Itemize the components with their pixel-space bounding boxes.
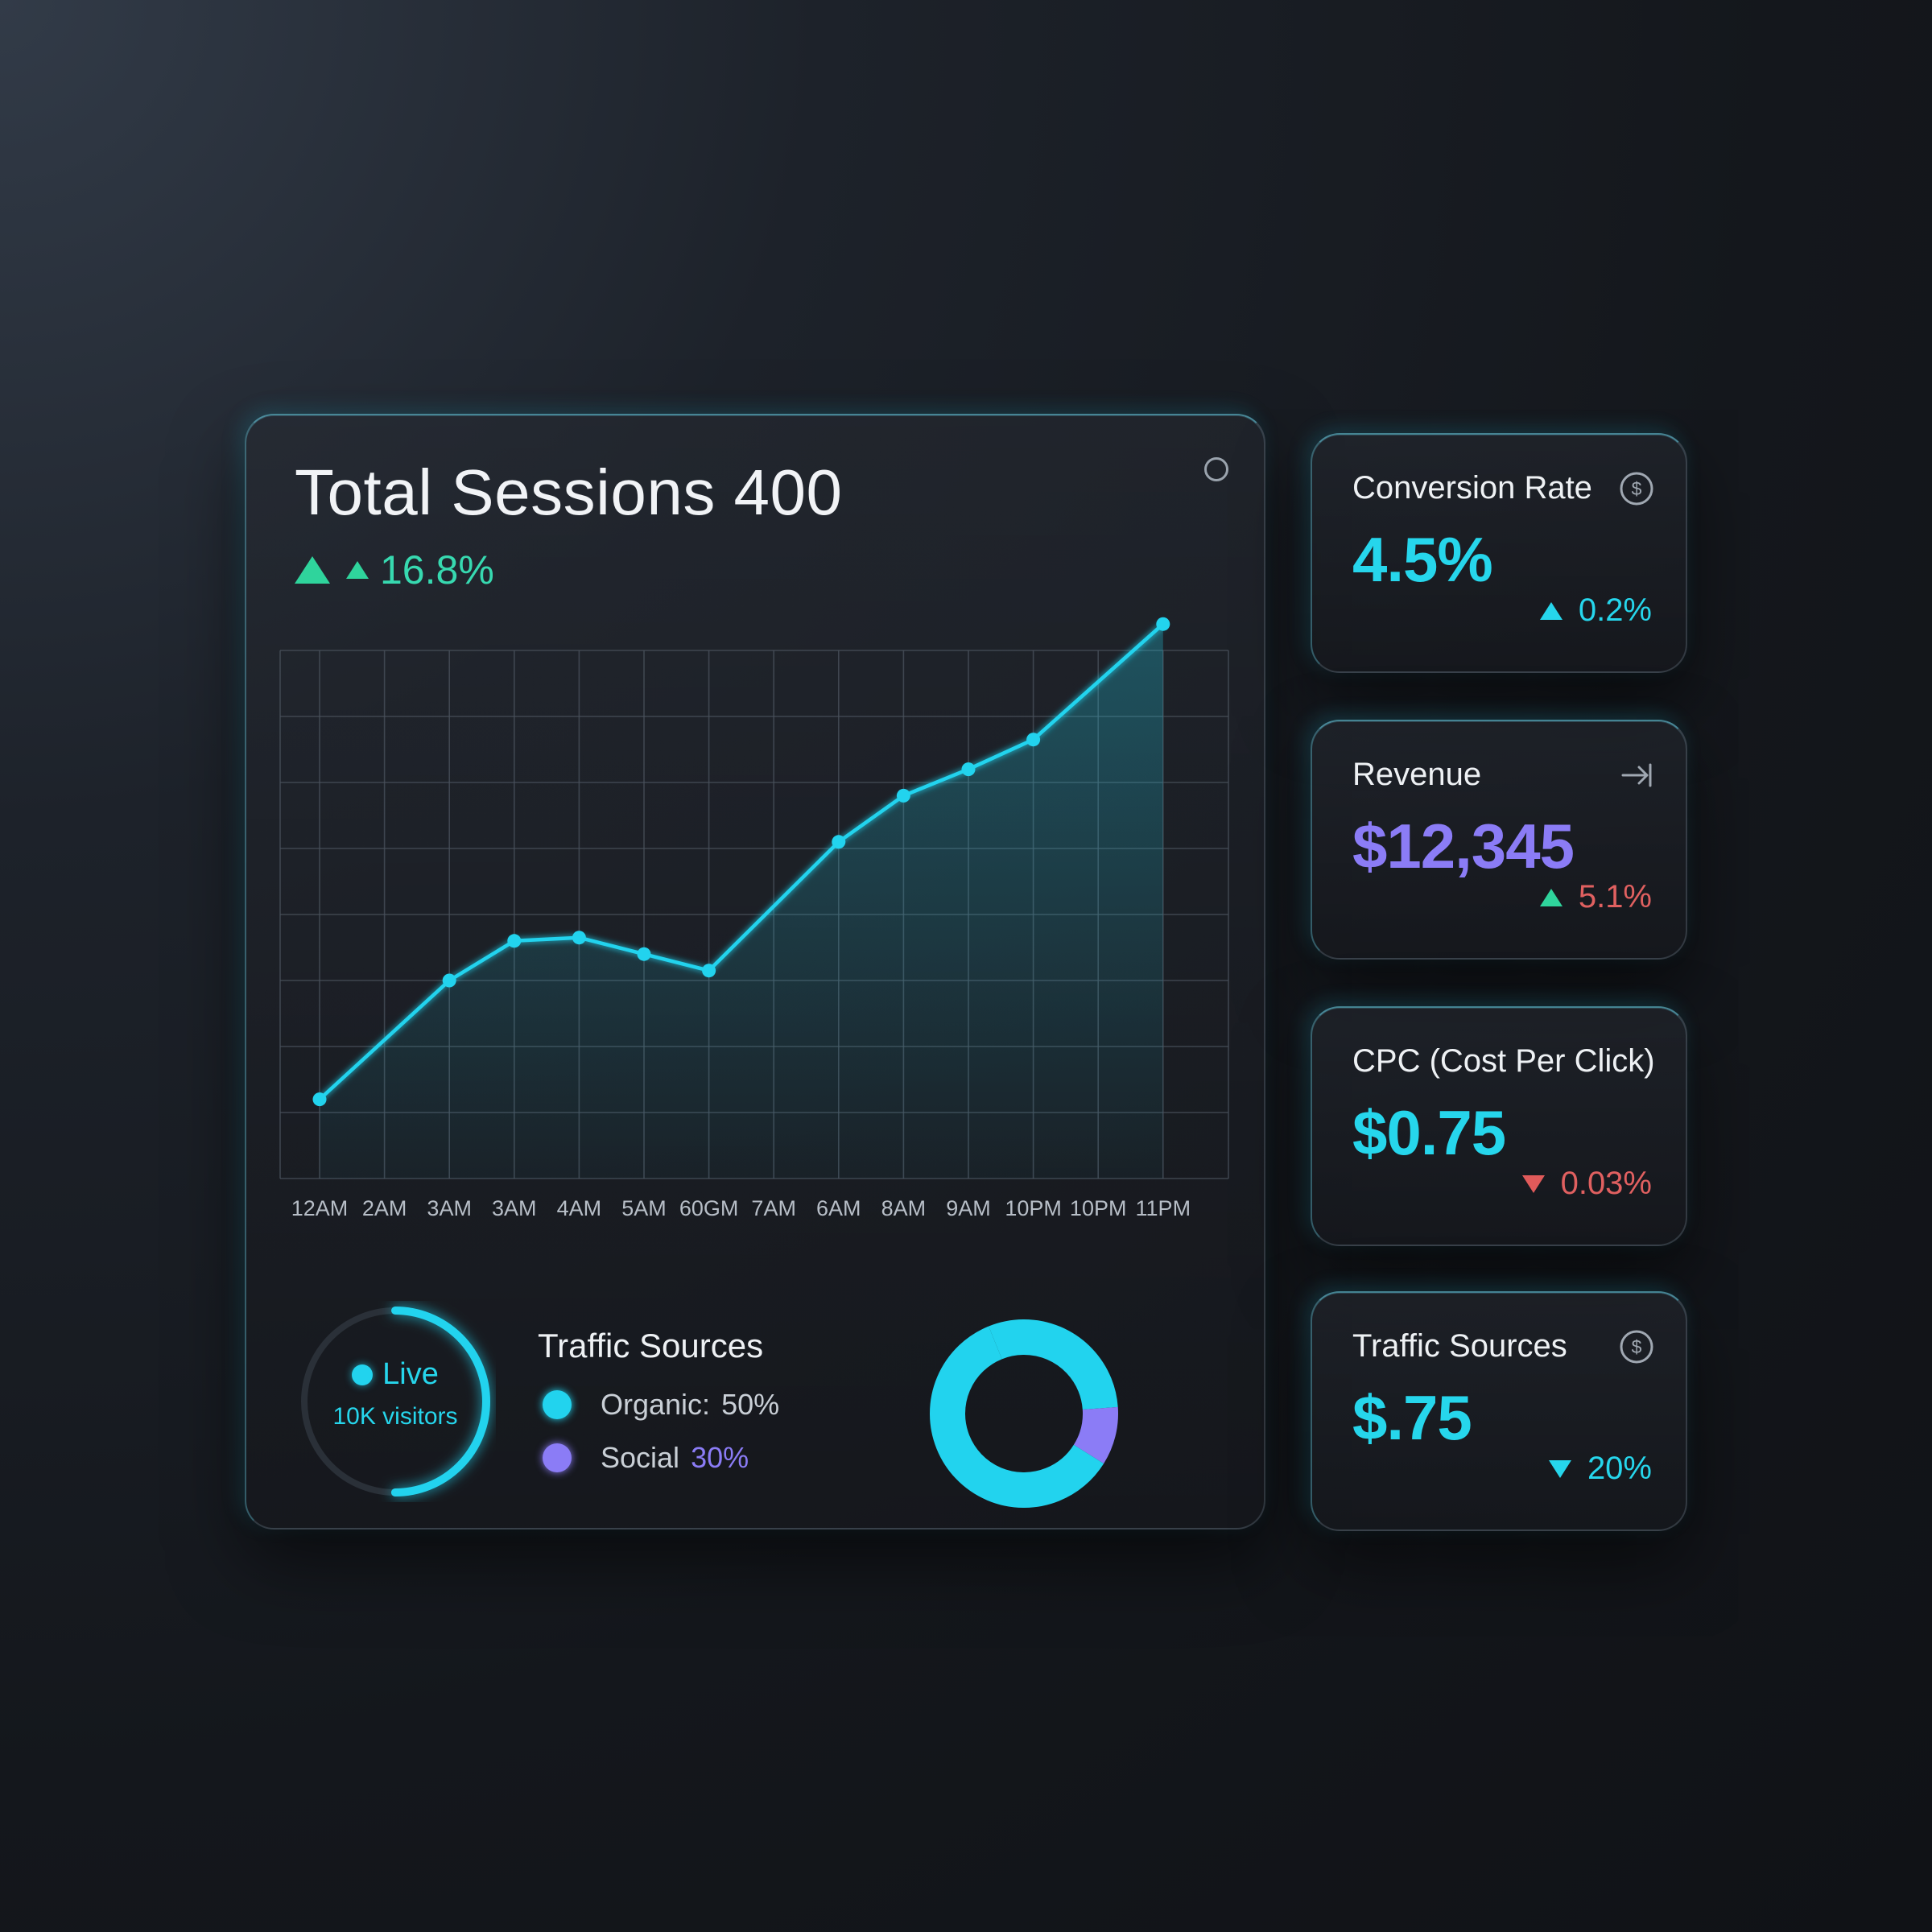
trend-up-small-icon (346, 561, 369, 579)
sessions-title: Total Sessions 400 (295, 456, 843, 528)
card-delta: 5.1% (1539, 879, 1652, 915)
live-visitors-ring (300, 1307, 490, 1496)
sessions-data-point (702, 964, 716, 978)
card-delta-value: 5.1% (1578, 879, 1652, 914)
organic-value: 50% (721, 1388, 780, 1421)
social-swatch (543, 1443, 572, 1472)
card-delta: 0.03% (1521, 1166, 1652, 1202)
card-conversion-rate[interactable]: Conversion Rate $ 4.5% 0.2% (1311, 433, 1687, 673)
sessions-data-point (442, 973, 456, 988)
x-tick-label: 12AM (291, 1196, 349, 1220)
live-dot-icon (352, 1364, 374, 1385)
x-tick-label: 11PM (1136, 1196, 1191, 1220)
x-tick-label: 2AM (362, 1196, 407, 1220)
sessions-data-point (961, 762, 976, 777)
x-tick-label: 4AM (557, 1196, 602, 1220)
sessions-trend-value: 16.8% (380, 547, 494, 592)
dollar-circle-icon[interactable]: $ (1618, 470, 1655, 507)
card-value: $.75 (1352, 1382, 1472, 1453)
live-visitors: 10K visitors (332, 1403, 458, 1430)
card-delta-value: 0.03% (1560, 1166, 1652, 1201)
card-label: Revenue (1352, 757, 1482, 792)
traffic-sources-title: Traffic Sources (538, 1327, 764, 1364)
x-tick-label: 10PM (1070, 1196, 1127, 1220)
organic-label: Organic: (601, 1388, 711, 1421)
x-tick-label: 9AM (946, 1196, 991, 1220)
live-ring-progress (300, 1307, 490, 1496)
sessions-line-chart: 12AM 2AM 3AM 3AM 4AM 5AM 60GM 7AM 6AM 8AM 9AM 10PM 1… (279, 617, 1229, 1220)
x-tick-label: 5AM (621, 1196, 667, 1220)
card-cpc[interactable]: CPC (Cost Per Click) $0.75 0.03% (1311, 1006, 1687, 1246)
sessions-trend: 16.8% (295, 546, 494, 594)
dollar-circle-icon[interactable]: $ (1618, 1328, 1655, 1365)
sessions-data-point (1026, 733, 1041, 747)
legend-item-organic: Organic: 50% (543, 1388, 779, 1422)
delta-up-icon (1539, 601, 1563, 620)
card-value: $0.75 (1352, 1097, 1506, 1168)
card-traffic-sources[interactable]: Traffic Sources $ $.75 20% (1311, 1291, 1687, 1531)
sessions-data-point (507, 934, 522, 948)
sessions-panel: Total Sessions 400 16.8% 12AM 2AM 3AM 3AM 4A… (245, 414, 1265, 1530)
card-delta: 20% (1548, 1451, 1652, 1487)
card-label: Conversion Rate (1352, 470, 1592, 506)
x-tick-label: 60GM (679, 1196, 739, 1220)
delta-down-icon (1521, 1174, 1545, 1193)
card-label: CPC (Cost Per Click) (1352, 1043, 1655, 1079)
live-label: Live (382, 1357, 439, 1391)
sessions-area-fill (320, 624, 1163, 1179)
sessions-data-point (896, 788, 910, 803)
card-delta-value: 20% (1587, 1451, 1652, 1486)
delta-up-icon (1539, 888, 1563, 906)
x-tick-label: 10PM (1005, 1196, 1062, 1220)
card-value: 4.5% (1352, 524, 1493, 595)
social-label: Social (601, 1441, 680, 1474)
social-value: 30% (691, 1441, 749, 1474)
sessions-data-point (1156, 617, 1170, 631)
svg-text:$: $ (1632, 478, 1642, 499)
legend-item-social: Social 30% (543, 1441, 749, 1475)
sessions-data-point (637, 947, 651, 961)
organic-swatch (543, 1390, 572, 1419)
sessions-data-point (832, 835, 846, 849)
card-delta-value: 0.2% (1578, 592, 1652, 628)
trend-up-large-icon (295, 556, 330, 584)
delta-down-icon (1548, 1459, 1571, 1478)
card-revenue[interactable]: Revenue $12,345 5.1% (1311, 720, 1687, 960)
x-tick-label: 8AM (881, 1196, 927, 1220)
card-label: Traffic Sources (1352, 1328, 1567, 1364)
sessions-data-point (572, 931, 586, 945)
arrow-right-icon[interactable] (1618, 757, 1655, 794)
x-tick-label: 6AM (816, 1196, 861, 1220)
donut-segment (930, 1319, 1118, 1508)
card-value: $12,345 (1352, 811, 1575, 881)
live-indicator: Live 10K visitors (295, 1357, 496, 1430)
traffic-donut-chart (930, 1319, 1118, 1508)
x-tick-label: 7AM (751, 1196, 796, 1220)
x-tick-label: 3AM (492, 1196, 537, 1220)
menu-circle-icon[interactable] (1204, 457, 1228, 481)
x-tick-label: 3AM (427, 1196, 472, 1220)
svg-text:$: $ (1632, 1336, 1642, 1357)
card-delta: 0.2% (1539, 592, 1652, 629)
sessions-data-point (312, 1092, 327, 1107)
